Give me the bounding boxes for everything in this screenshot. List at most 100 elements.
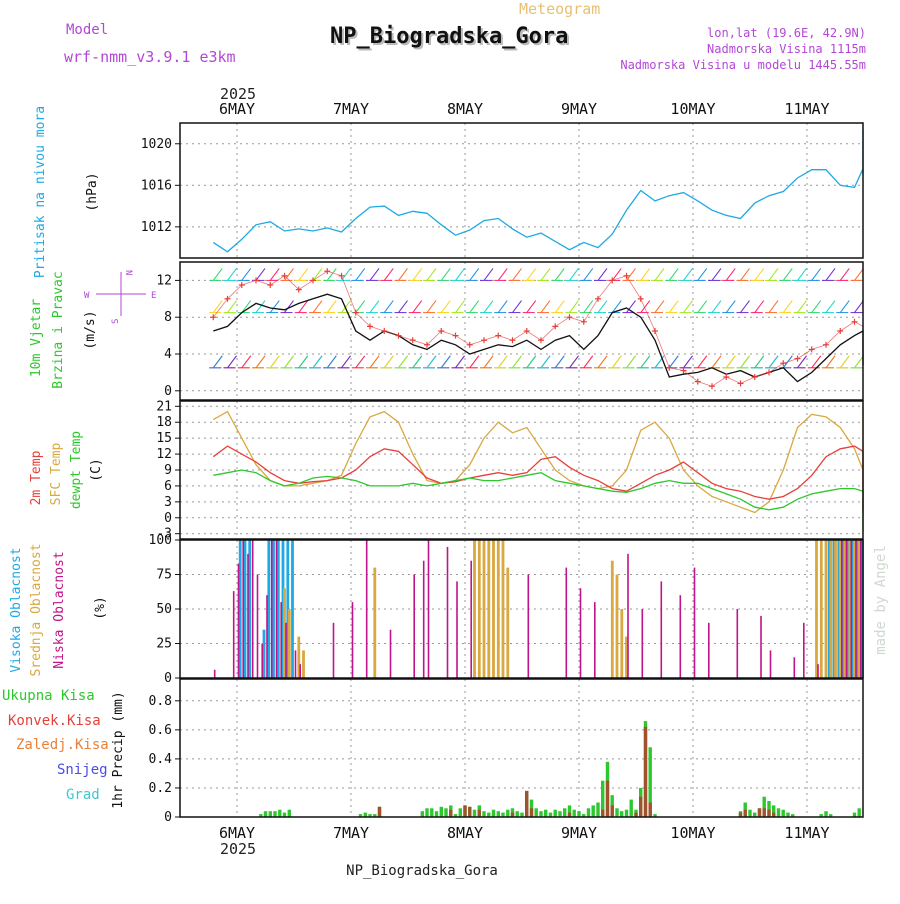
total-precip-bar (282, 812, 287, 817)
wind-barb (497, 355, 508, 369)
wind-barb (797, 300, 807, 313)
wind-barb (412, 355, 423, 369)
total-precip-bar (786, 812, 790, 817)
wind-barb (398, 268, 408, 281)
ytick-label-pressure: 1016 (141, 178, 172, 193)
wind-barb (640, 300, 651, 313)
ytick-label-pressure: 1020 (141, 137, 172, 152)
low-cloud-bar (456, 581, 458, 678)
wind-barb (369, 355, 380, 369)
conv-precip-bar (567, 812, 572, 817)
high-cloud-bar (238, 540, 242, 678)
wind-barb (782, 300, 793, 313)
conv-precip-bar (510, 812, 515, 817)
low-cloud-bar (266, 595, 268, 678)
mid-cloud-bar (373, 567, 377, 678)
mid-cloud-bar (815, 540, 818, 678)
year-bottom: 2025 (220, 840, 256, 858)
high-cloud-bar (281, 540, 285, 678)
wind-barb (298, 355, 309, 369)
wind-barb (540, 355, 551, 369)
wind-barb (811, 268, 822, 281)
wind-barb (355, 268, 366, 281)
wind-barb (512, 268, 522, 281)
low-cloud-bar (641, 609, 644, 678)
wind-barb (711, 268, 722, 281)
panel-frame-wind (179, 261, 864, 401)
high-cloud-bar (262, 629, 266, 678)
wind-barb (469, 268, 480, 281)
wind-barb (440, 300, 451, 313)
low-cloud-bar (446, 546, 449, 678)
lonlat-label: lon,lat (19.6E, 42.9N) (707, 26, 866, 40)
wind-barb (754, 300, 765, 313)
total-precip-bar (491, 809, 496, 817)
wind-barb (227, 268, 237, 281)
wind-barb (469, 355, 480, 369)
mid-cloud-bar (492, 540, 495, 678)
total-precip-bar (653, 814, 657, 817)
low-cloud-bar (660, 581, 663, 678)
total-precip-bar (563, 808, 567, 817)
ytick-label-temperature: 12 (156, 447, 172, 462)
compass-w: W (84, 291, 90, 301)
wind-barb (811, 355, 822, 369)
total-precip-bar (819, 814, 823, 817)
wind-barb (611, 300, 622, 313)
gust-line (212, 270, 864, 387)
conv-precip-bar (643, 726, 648, 817)
wind-barb (326, 268, 337, 281)
mid-cloud-bar (610, 560, 614, 678)
low-cloud-bar (294, 650, 297, 678)
ytick-label-temperature: 18 (156, 415, 172, 430)
mid-cloud-bar (834, 540, 837, 678)
wind-barb (312, 300, 323, 313)
total-precip-bar (591, 805, 595, 817)
wind-barb (326, 300, 337, 313)
wind-barb (740, 355, 750, 369)
total-precip-bar (453, 814, 458, 817)
mid-cloud-bar (482, 540, 486, 678)
conv-precip-bar (449, 809, 453, 817)
total-precip-bar (791, 814, 795, 817)
mid-cloud-bar (829, 540, 833, 678)
total-precip-label: Ukupna Kisa (2, 688, 95, 704)
wind-barb (440, 355, 451, 369)
ytick-label-cloud: 75 (156, 568, 172, 583)
wind-barb (383, 300, 394, 313)
panel-frame-pressure (179, 122, 864, 259)
mid-cloud-bar (848, 540, 852, 678)
wind-barb (269, 268, 280, 281)
conv-precip-bar (762, 808, 766, 817)
wind-title: 10m Vjetar (29, 299, 44, 377)
high-cloud-bar (276, 540, 280, 678)
wind-barb (839, 300, 850, 313)
wind-barb (611, 268, 622, 281)
wind-barb (768, 300, 779, 313)
low-cloud-bar (213, 669, 216, 678)
xtick-top-label: 11MAY (784, 100, 829, 118)
low-cloud-bar (413, 574, 415, 678)
wind-barb (227, 300, 237, 313)
wind-barb (255, 268, 266, 281)
total-precip-bar (439, 806, 443, 817)
wind-barb (626, 355, 636, 369)
conv-precip-bar (477, 809, 481, 817)
wind-barb (412, 268, 423, 281)
total-precip-bar (487, 812, 491, 817)
wind-barb (512, 355, 522, 369)
xtick-top-label: 7MAY (333, 100, 369, 118)
mid-cloud-bar (302, 650, 305, 678)
total-precip-bar (268, 811, 272, 817)
wind-barb (569, 268, 579, 281)
total-precip-bar (368, 814, 372, 817)
wind-barb (854, 355, 864, 369)
low-cloud-bar (679, 595, 682, 678)
total-precip-bar (648, 747, 652, 817)
low-cloud-bar (247, 553, 249, 678)
total-precip-bar (506, 809, 510, 817)
ytick-label-wind: 0 (164, 384, 172, 399)
total-precip-bar (515, 811, 519, 817)
wind-barb (626, 300, 636, 313)
total-precip-bar (577, 811, 581, 817)
